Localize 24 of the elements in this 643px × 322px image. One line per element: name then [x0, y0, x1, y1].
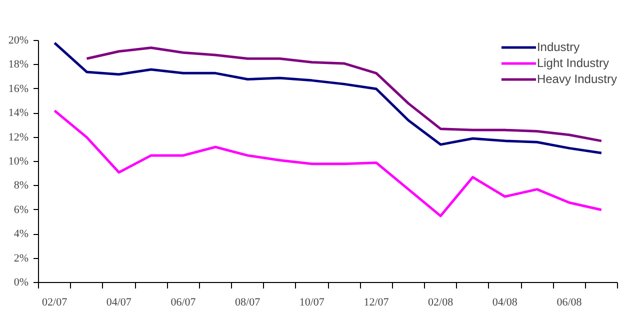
- x-tick-label: 02/08: [428, 296, 454, 308]
- x-tick-label: 02/07: [42, 296, 68, 308]
- x-tick-label: 12/07: [364, 296, 390, 308]
- line-series: [53, 109, 603, 218]
- x-tick-label: 10/07: [299, 296, 325, 308]
- legend-label: Industry: [536, 40, 580, 54]
- y-tick-label: 8%: [14, 180, 29, 192]
- y-tick-label: 6%: [14, 204, 29, 216]
- legend-label: Light Industry: [536, 56, 609, 70]
- x-tick-label: 06/08: [556, 296, 582, 308]
- y-tick-label: 14%: [8, 107, 29, 120]
- y-tick-label: 4%: [14, 228, 29, 240]
- y-tick-label: 16%: [8, 82, 29, 95]
- y-tick-label: 12%: [8, 131, 29, 144]
- x-tick-label: 06/07: [170, 296, 196, 308]
- x-tick-label: 08/07: [235, 296, 261, 308]
- x-tick-label: 04/07: [106, 296, 132, 308]
- y-tick-label: 10%: [8, 156, 29, 168]
- y-tick-label: 2%: [14, 252, 29, 264]
- legend-label: Heavy Industry: [536, 72, 617, 86]
- y-tick-label: 18%: [8, 58, 29, 71]
- y-tick-label: 20%: [8, 34, 29, 46]
- y-tick-label: 0%: [14, 276, 29, 288]
- x-tick-label: 04/08: [492, 296, 518, 308]
